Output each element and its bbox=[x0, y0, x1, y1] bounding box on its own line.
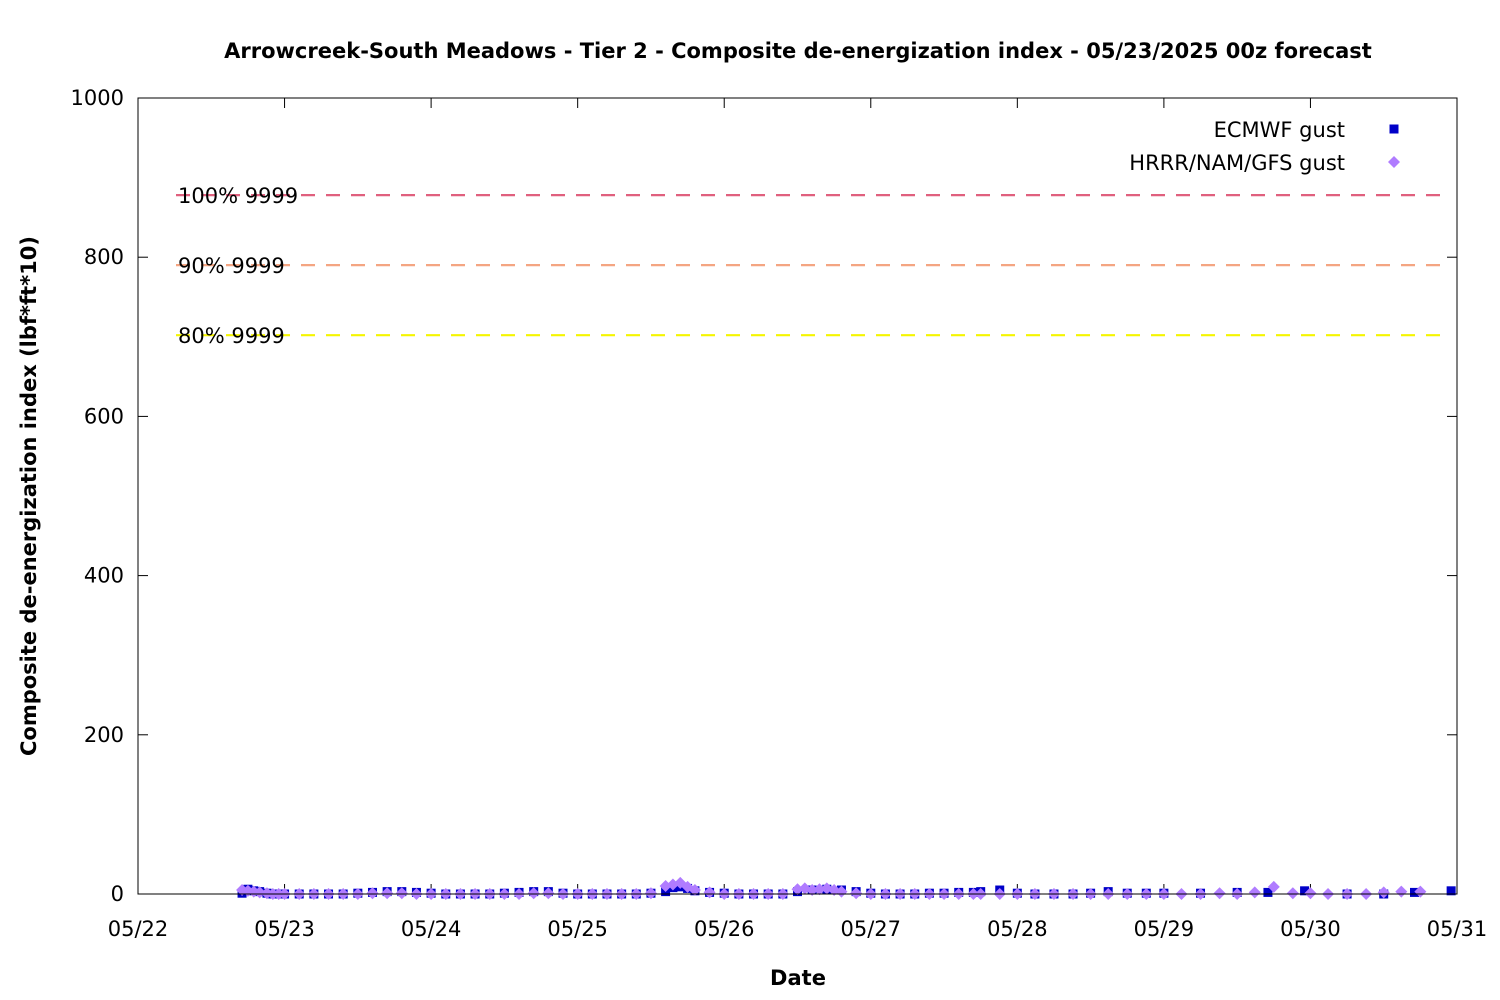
data-point-diamond bbox=[366, 887, 379, 900]
data-point-diamond bbox=[1304, 887, 1317, 900]
series-hrrr-nam-gfs bbox=[236, 876, 1427, 900]
data-point-square bbox=[1389, 124, 1399, 134]
x-tick-label: 05/23 bbox=[254, 917, 315, 941]
y-tick-label: 0 bbox=[111, 882, 124, 906]
legend-label: ECMWF gust bbox=[1214, 118, 1345, 142]
data-point-diamond bbox=[395, 887, 408, 900]
x-tick-label: 05/28 bbox=[987, 917, 1048, 941]
data-point-diamond bbox=[542, 887, 555, 900]
data-point-diamond bbox=[1248, 886, 1261, 899]
data-point-diamond bbox=[644, 887, 657, 900]
data-point-diamond bbox=[1213, 887, 1226, 900]
threshold-label: 90% 9999 bbox=[178, 254, 285, 278]
data-point-diamond bbox=[1388, 156, 1400, 168]
x-tick-label: 05/22 bbox=[108, 917, 169, 941]
y-tick-label: 400 bbox=[84, 564, 124, 588]
plot-frame bbox=[137, 97, 1458, 895]
y-tick-label: 600 bbox=[84, 404, 124, 428]
y-tick-label: 1000 bbox=[71, 86, 124, 110]
data-point-diamond bbox=[791, 883, 804, 896]
data-point-diamond bbox=[835, 885, 848, 898]
data-point-square bbox=[1409, 887, 1419, 897]
x-tick-label: 05/30 bbox=[1280, 917, 1341, 941]
data-point-square bbox=[1446, 886, 1456, 896]
x-tick-label: 05/27 bbox=[841, 917, 902, 941]
data-point-diamond bbox=[688, 884, 701, 897]
data-point-diamond bbox=[381, 887, 394, 900]
y-axis-label: Composite de-energization index (lbf*ft*… bbox=[17, 236, 41, 756]
data-point-diamond bbox=[806, 884, 819, 897]
data-point-diamond bbox=[527, 887, 540, 900]
x-tick-label: 05/26 bbox=[694, 917, 755, 941]
data-point-diamond bbox=[850, 887, 863, 900]
x-tick-label: 05/25 bbox=[547, 917, 608, 941]
x-tick-label: 05/31 bbox=[1427, 917, 1488, 941]
data-point-diamond bbox=[253, 886, 266, 899]
data-point-diamond bbox=[1395, 885, 1408, 898]
data-point-square bbox=[1300, 886, 1310, 896]
chart-title: Arrowcreek-South Meadows - Tier 2 - Comp… bbox=[224, 39, 1372, 63]
threshold-label: 100% 9999 bbox=[178, 184, 298, 208]
data-point-diamond bbox=[1286, 887, 1299, 900]
x-tick-label: 05/24 bbox=[401, 917, 462, 941]
y-tick-label: 200 bbox=[84, 723, 124, 747]
legend: ECMWF gust HRRR/NAM/GFS gust bbox=[1129, 118, 1400, 175]
y-tick-label: 800 bbox=[84, 245, 124, 269]
data-point-diamond bbox=[247, 885, 260, 898]
axis-ticks: 0 200 400 600 800 1000 05/22 05/23 05/24 05/25 05/… bbox=[71, 86, 1488, 941]
legend-label: HRRR/NAM/GFS gust bbox=[1129, 151, 1345, 175]
x-axis-label: Date bbox=[770, 966, 826, 990]
series-marks bbox=[236, 876, 1456, 900]
data-point-diamond bbox=[1377, 886, 1390, 899]
x-tick-label: 05/29 bbox=[1134, 917, 1195, 941]
data-point-diamond bbox=[1414, 885, 1427, 898]
data-point-diamond bbox=[703, 886, 716, 899]
threshold-label: 80% 9999 bbox=[178, 324, 285, 348]
threshold-lines: 100% 9999 90% 9999 80% 9999 bbox=[176, 184, 1442, 348]
data-point-square bbox=[1263, 887, 1273, 897]
data-point-diamond bbox=[1267, 880, 1280, 893]
data-point-diamond bbox=[813, 883, 826, 896]
